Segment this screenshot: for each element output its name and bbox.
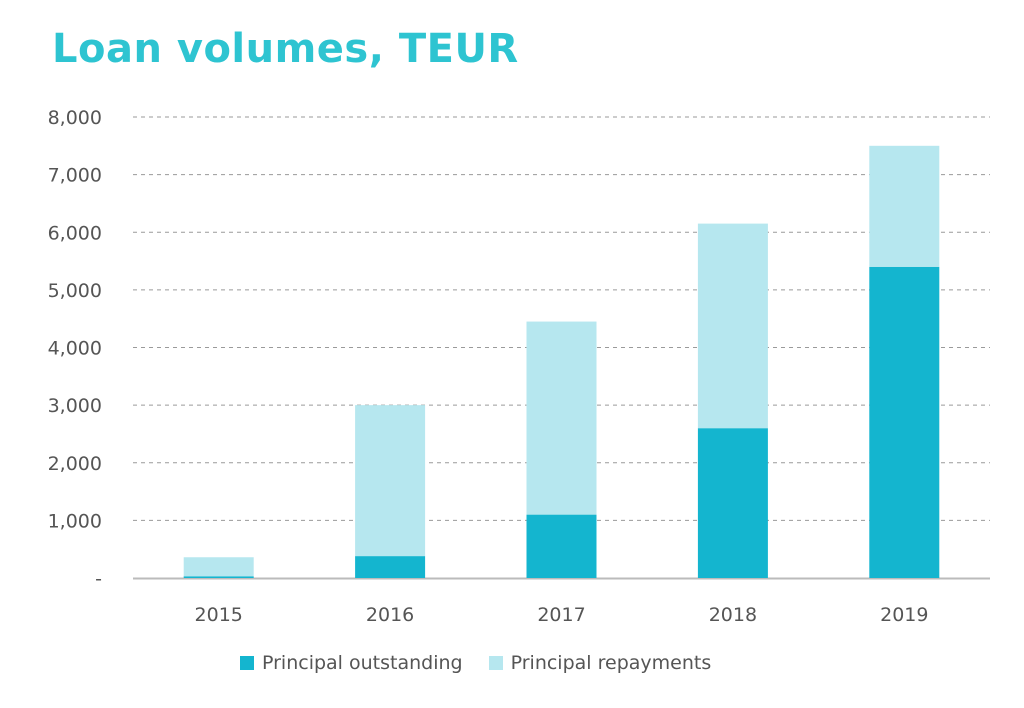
bar-principal-outstanding (697, 428, 768, 578)
bar-principal-outstanding (869, 266, 940, 578)
chart-title: Loan volumes, TEUR (52, 26, 519, 72)
legend-swatch-outstanding (240, 656, 254, 670)
y-tick-label: - (95, 568, 102, 590)
y-tick-label: 7,000 (48, 165, 102, 187)
y-tick-label: 1,000 (48, 510, 102, 532)
bar-principal-repayments (869, 145, 940, 267)
bar-principal-outstanding (526, 514, 597, 578)
x-tick-label: 2017 (537, 604, 585, 626)
y-tick-label: 8,000 (48, 107, 102, 129)
y-tick-label: 5,000 (48, 280, 102, 302)
legend-item-outstanding: Principal outstanding (240, 652, 463, 674)
x-tick-label: 2018 (709, 604, 757, 626)
x-tick-label: 2015 (195, 604, 243, 626)
bar-principal-repayments (697, 223, 768, 429)
y-tick-label: 2,000 (48, 453, 102, 475)
bar-principal-repayments (526, 321, 597, 515)
y-tick-label: 4,000 (48, 338, 102, 360)
bar-principal-repayments (183, 557, 254, 577)
bar-principal-repayments (355, 405, 426, 557)
x-tick-label: 2019 (880, 604, 928, 626)
legend-label-repayments: Principal repayments (510, 652, 712, 674)
x-tick-label: 2016 (366, 604, 414, 626)
bar-principal-outstanding (355, 556, 426, 578)
bar-principal-outstanding (183, 576, 254, 578)
legend-swatch-repayments (488, 656, 503, 670)
y-tick-label: 3,000 (48, 395, 102, 417)
bar-chart: - 1,000 2,000 3,000 4,000 5,000 6,000 7,000 8,00… (48, 107, 990, 626)
legend-item-repayments: Principal repayments (488, 652, 712, 674)
legend: Principal outstanding Principal repaymen… (240, 652, 737, 674)
legend-label-outstanding: Principal outstanding (262, 652, 463, 674)
y-tick-label: 6,000 (48, 222, 102, 244)
